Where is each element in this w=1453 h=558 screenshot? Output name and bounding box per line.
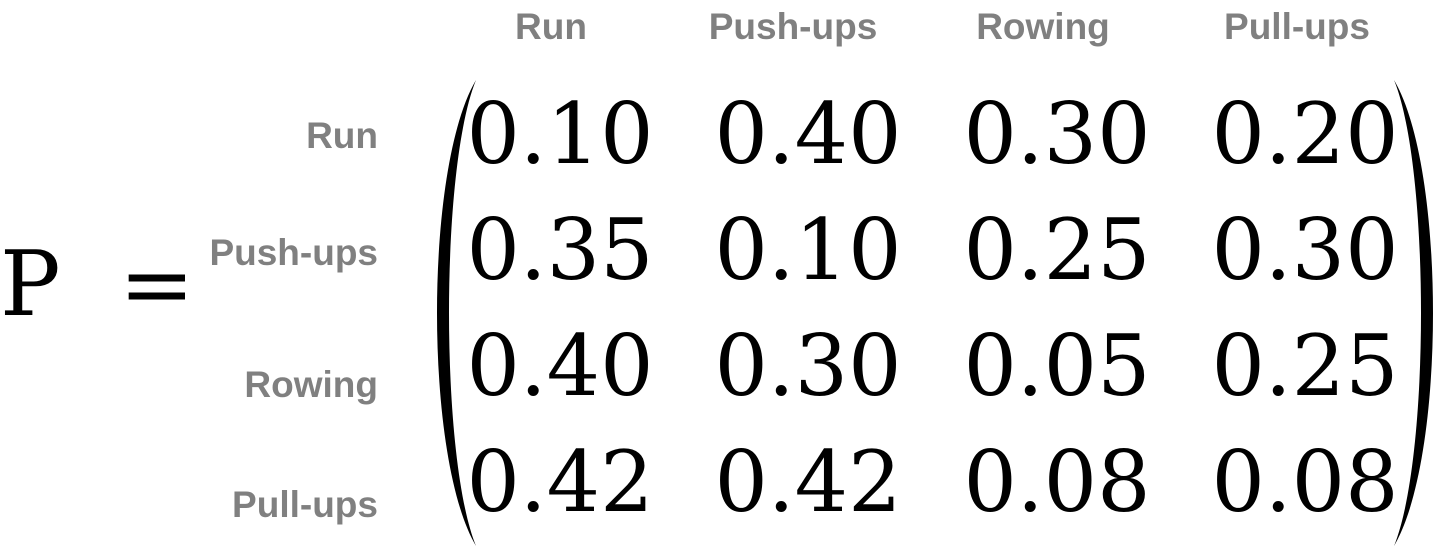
matrix-cell: 0.30 <box>963 85 1151 183</box>
row-label-run: Run <box>306 115 378 156</box>
matrix-cell: 0.08 <box>1211 433 1399 531</box>
matrix-cell: 0.25 <box>963 201 1151 299</box>
matrix-cell: 0.10 <box>466 85 654 183</box>
matrix-cell: 0.08 <box>963 433 1151 531</box>
column-label-pull-ups: Pull-ups <box>1224 6 1370 47</box>
matrix-cell: 0.30 <box>1211 201 1399 299</box>
matrix-cell: 0.42 <box>714 433 902 531</box>
row-label-rowing: Rowing <box>244 364 378 405</box>
column-label-run: Run <box>515 6 587 47</box>
column-label-rowing: Rowing <box>976 6 1110 47</box>
column-label-push-ups: Push-ups <box>708 6 878 47</box>
equals-sign: = <box>119 232 195 337</box>
right-parenthesis <box>1394 80 1433 546</box>
left-parenthesis <box>437 80 476 546</box>
matrix-cell: 0.35 <box>466 201 654 299</box>
matrix-cell: 0.42 <box>466 433 654 531</box>
matrix-cell: 0.25 <box>1211 317 1399 415</box>
matrix-name: P <box>0 232 61 337</box>
matrix-cell: 0.30 <box>714 317 902 415</box>
matrix-cell: 0.40 <box>466 317 654 415</box>
matrix-cell: 0.05 <box>963 317 1151 415</box>
matrix-symbol: P = <box>0 240 195 330</box>
matrix-cell: 0.40 <box>714 85 902 183</box>
row-label-push-ups: Push-ups <box>209 232 378 273</box>
matrix-cell: 0.10 <box>714 201 902 299</box>
matrix-cell: 0.20 <box>1211 85 1399 183</box>
row-label-pull-ups: Pull-ups <box>232 484 378 525</box>
